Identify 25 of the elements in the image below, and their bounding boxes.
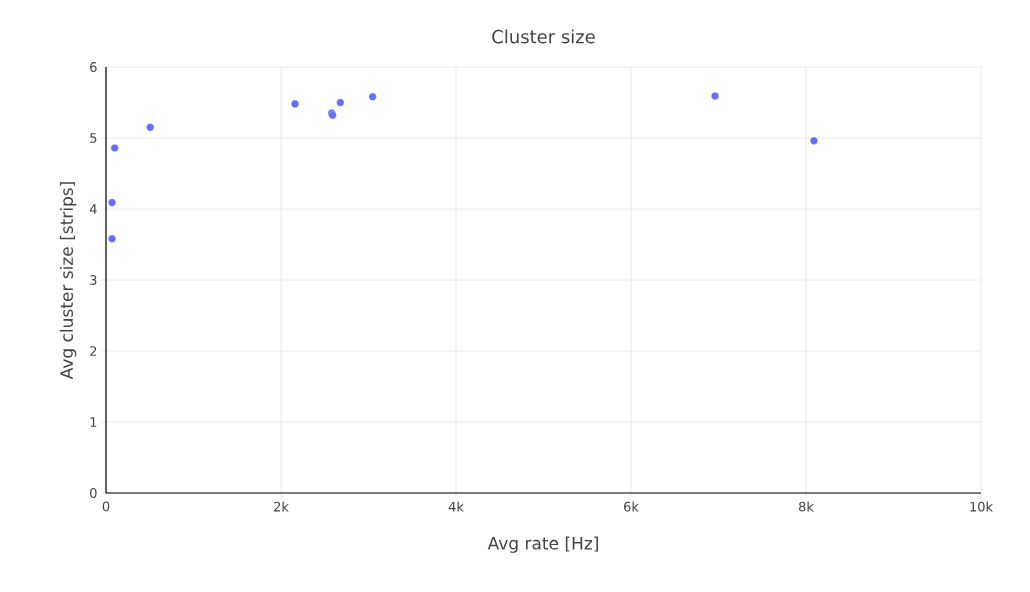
y-axis-title: Avg cluster size [strips] (59, 182, 77, 380)
point (146, 123, 155, 132)
y-tick-label: 5 (90, 133, 97, 143)
x-tick-label: 10k (970, 501, 994, 512)
x-tick-label: 4k (448, 501, 464, 512)
point (108, 234, 116, 243)
x-tick-label: 2k (274, 501, 289, 512)
point (110, 143, 119, 152)
x-tick-label: 6k (624, 501, 639, 512)
y-tick-label: 6 (90, 62, 97, 72)
point (368, 92, 377, 101)
chart-title: Cluster size (492, 29, 595, 44)
x-tick-label: 8k (798, 501, 814, 512)
point (108, 198, 116, 207)
point (810, 136, 818, 145)
point (336, 98, 345, 107)
point (711, 92, 719, 101)
x-axis-title: Avg rate [Hz] (487, 536, 598, 553)
point (291, 99, 299, 108)
y-tick-label: 1 (90, 417, 97, 427)
y-tick-label: 4 (89, 204, 97, 214)
y-tick-label: 0 (90, 488, 97, 498)
x-tick-label: 0 (102, 501, 110, 512)
y-tick-label: 3 (90, 275, 97, 285)
y-tick-label: 2 (90, 346, 97, 356)
